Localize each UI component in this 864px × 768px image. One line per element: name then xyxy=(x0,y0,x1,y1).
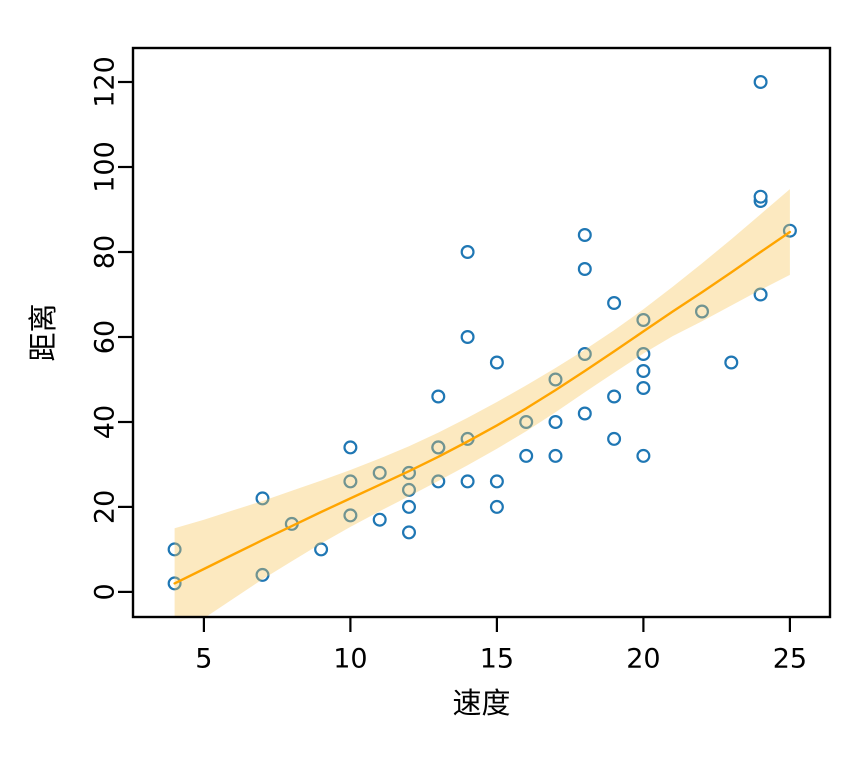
data-point xyxy=(577,262,592,277)
confidence-band-layer xyxy=(174,189,790,617)
data-point xyxy=(343,508,358,523)
data-point xyxy=(489,355,504,370)
smooth-line-layer xyxy=(173,230,792,585)
data-point xyxy=(460,474,475,489)
data-point xyxy=(519,448,534,463)
data-point xyxy=(636,381,651,396)
data-point xyxy=(636,347,651,362)
data-point xyxy=(577,406,592,421)
confidence-band xyxy=(174,189,790,617)
y-tick-label: 40 xyxy=(90,405,121,439)
data-point xyxy=(607,389,622,404)
x-tick-label: 25 xyxy=(773,644,807,675)
y-tick-label: 0 xyxy=(90,583,121,600)
data-point xyxy=(636,448,651,463)
x-axis: 5 10 15 20 25 xyxy=(195,618,807,675)
data-point xyxy=(607,296,622,311)
data-point xyxy=(255,491,270,506)
data-point xyxy=(402,525,417,540)
smooth-line xyxy=(173,230,792,585)
data-point xyxy=(636,364,651,379)
y-tick-label: 20 xyxy=(90,490,121,524)
data-point xyxy=(372,512,387,527)
data-point xyxy=(255,567,270,582)
data-point xyxy=(402,499,417,514)
data-point xyxy=(314,542,329,557)
data-point xyxy=(343,440,358,455)
data-point xyxy=(548,372,563,387)
y-axis-label: 距离 xyxy=(26,303,60,361)
data-point xyxy=(431,440,446,455)
data-point xyxy=(753,189,768,204)
y-tick-label: 120 xyxy=(90,56,121,108)
data-point xyxy=(607,431,622,446)
data-point xyxy=(167,542,182,557)
data-point xyxy=(460,330,475,345)
data-point xyxy=(402,482,417,497)
data-point xyxy=(548,448,563,463)
data-point xyxy=(753,287,768,302)
plot-border xyxy=(131,46,832,619)
data-point xyxy=(577,228,592,243)
data-point xyxy=(431,389,446,404)
data-point xyxy=(343,474,358,489)
data-point xyxy=(489,474,504,489)
x-axis-label: 速度 xyxy=(452,686,510,720)
data-point xyxy=(548,415,563,430)
data-point xyxy=(636,313,651,328)
x-tick-label: 15 xyxy=(480,644,514,675)
data-point xyxy=(431,474,446,489)
y-tick-label: 60 xyxy=(90,320,121,354)
data-point xyxy=(753,74,768,89)
x-tick-label: 20 xyxy=(626,644,660,675)
data-point xyxy=(724,355,739,370)
data-point xyxy=(489,499,504,514)
data-point xyxy=(372,465,387,480)
scatter-points xyxy=(167,74,797,591)
data-point xyxy=(694,304,709,319)
data-point xyxy=(519,415,534,430)
data-point xyxy=(577,347,592,362)
y-tick-label: 100 xyxy=(90,141,121,193)
y-tick-label: 80 xyxy=(90,235,121,269)
data-point xyxy=(460,245,475,260)
y-axis: 0 20 40 60 80 100 120 xyxy=(90,56,132,600)
x-tick-label: 5 xyxy=(195,644,212,675)
x-tick-label: 10 xyxy=(333,644,367,675)
